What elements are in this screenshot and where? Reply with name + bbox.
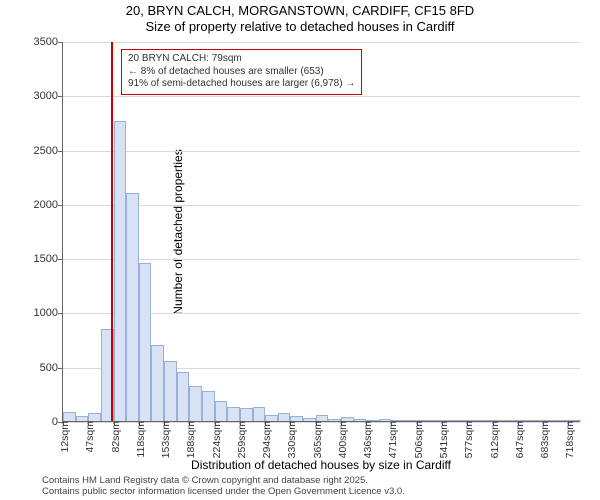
gridline [63, 42, 580, 43]
ytick-label: 0 [18, 416, 58, 428]
xtick-label: 718sqm [564, 421, 576, 481]
histogram-bar [151, 345, 164, 421]
xtick-label: 118sqm [135, 421, 147, 481]
xtick-label: 12sqm [59, 421, 71, 481]
xtick-label: 82sqm [110, 421, 122, 481]
ytick-mark [58, 313, 63, 314]
ytick-label: 3000 [18, 90, 58, 102]
histogram-bar [189, 386, 202, 421]
ytick-label: 2000 [18, 199, 58, 211]
xtick-label: 294sqm [261, 421, 273, 481]
gridline [63, 205, 580, 206]
annotation-line: 91% of semi-detached houses are larger (… [128, 78, 355, 91]
xtick-label: 436sqm [362, 421, 374, 481]
chart-title: Size of property relative to detached ho… [0, 19, 600, 34]
ytick-mark [58, 42, 63, 43]
ytick-label: 500 [18, 362, 58, 374]
chart-supertitle: 20, BRYN CALCH, MORGANSTOWN, CARDIFF, CF… [0, 3, 600, 18]
histogram-bar [202, 391, 215, 421]
histogram-bar [164, 361, 177, 421]
xtick-label: 577sqm [463, 421, 475, 481]
gridline [63, 151, 580, 152]
histogram-bar [139, 263, 152, 422]
xtick-label: 612sqm [489, 421, 501, 481]
xtick-label: 647sqm [514, 421, 526, 481]
footer-attribution: Contains HM Land Registry data © Crown c… [42, 476, 405, 498]
reference-vline [111, 42, 113, 421]
plot-area: 050010001500200025003000350012sqm47sqm82… [62, 42, 580, 422]
xtick-label: 471sqm [387, 421, 399, 481]
ytick-mark [58, 96, 63, 97]
histogram-bar [253, 407, 266, 421]
ytick-label: 1500 [18, 253, 58, 265]
histogram-bar [88, 413, 101, 421]
histogram-bar [126, 193, 139, 421]
xtick-label: 541sqm [438, 421, 450, 481]
xtick-label: 47sqm [84, 421, 96, 481]
histogram-bar [278, 413, 291, 421]
xtick-label: 683sqm [539, 421, 551, 481]
gridline [63, 96, 580, 97]
footer-line-2: Contains public sector information licen… [42, 487, 405, 498]
xtick-label: 153sqm [160, 421, 172, 481]
histogram-bar [215, 401, 228, 421]
annotation-line: 20 BRYN CALCH: 79sqm [128, 53, 355, 66]
histogram-bar [177, 372, 190, 421]
ytick-mark [58, 205, 63, 206]
xtick-label: 330sqm [286, 421, 298, 481]
xtick-label: 506sqm [413, 421, 425, 481]
xtick-label: 188sqm [185, 421, 197, 481]
gridline [63, 259, 580, 260]
histogram-bar [240, 408, 253, 421]
ytick-mark [58, 368, 63, 369]
histogram-bar [114, 121, 127, 421]
xtick-label: 224sqm [211, 421, 223, 481]
ytick-label: 3500 [18, 36, 58, 48]
x-axis-label: Distribution of detached houses by size … [62, 458, 580, 472]
xtick-label: 259sqm [236, 421, 248, 481]
ytick-label: 1000 [18, 307, 58, 319]
annotation-line: ← 8% of detached houses are smaller (653… [128, 66, 355, 79]
ytick-label: 2500 [18, 145, 58, 157]
histogram-bar [63, 412, 76, 421]
xtick-label: 400sqm [337, 421, 349, 481]
annotation-box: 20 BRYN CALCH: 79sqm← 8% of detached hou… [121, 49, 362, 95]
ytick-mark [58, 151, 63, 152]
xtick-label: 365sqm [312, 421, 324, 481]
histogram-bar [227, 407, 240, 421]
ytick-mark [58, 259, 63, 260]
